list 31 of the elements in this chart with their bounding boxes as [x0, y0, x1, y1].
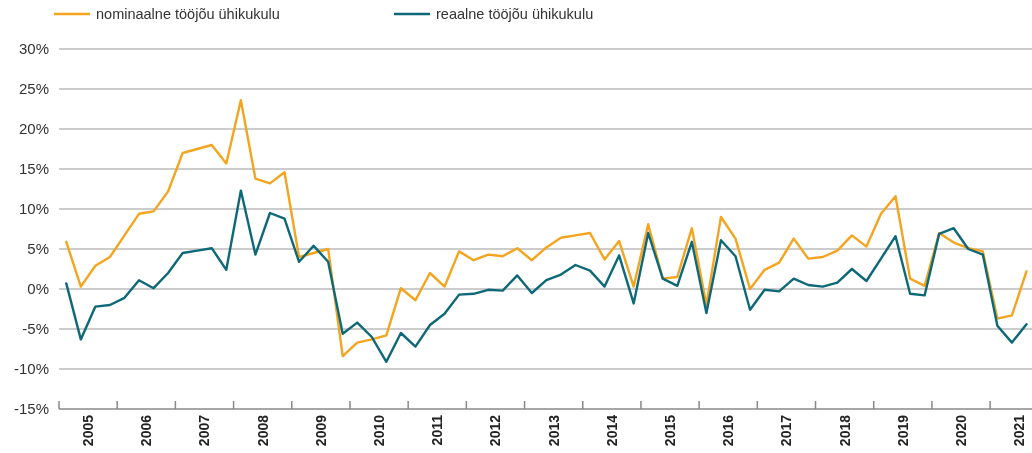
x-tick-label: 2021 [1011, 414, 1028, 447]
y-tick-label: 0% [27, 280, 49, 298]
x-tick-label: 2019 [894, 414, 911, 447]
x-tick-label: 2009 [312, 414, 329, 447]
line-series [65, 189, 1028, 363]
y-tick-label: -15% [13, 400, 49, 418]
y-tick-label: -10% [13, 360, 49, 378]
y-tick-label: 5% [27, 240, 49, 258]
x-tick-label: 2020 [952, 414, 969, 447]
y-tick-label: -5% [22, 320, 49, 338]
x-tick-label: 2018 [836, 414, 853, 447]
x-tick-label: 2007 [196, 414, 213, 447]
legend-label: nominaalne tööjõu ühikukulu [96, 6, 280, 23]
x-tick-label: 2010 [370, 414, 387, 447]
x-tick-label: 2005 [80, 414, 96, 447]
x-tick-label: 2011 [429, 414, 446, 446]
x-tick-label: 2012 [487, 414, 504, 447]
legend-label: reaalne tööjõu ühikukulu [436, 6, 594, 23]
y-tick-label: 30% [18, 40, 49, 58]
y-tick-label: 15% [18, 160, 49, 178]
line-series [65, 99, 1028, 358]
y-tick-label: 20% [18, 120, 49, 138]
y-tick-label: 10% [18, 200, 49, 218]
x-tick-label: 2016 [720, 414, 737, 447]
x-tick-label: 2015 [661, 414, 678, 447]
x-tick-label: 2013 [545, 414, 562, 447]
x-tick-label: 2014 [603, 414, 620, 447]
x-tick-label: 2006 [138, 414, 155, 447]
y-tick-label: 25% [18, 80, 49, 98]
x-tick-label: 2008 [254, 414, 271, 447]
x-tick-label: 2017 [778, 414, 795, 447]
